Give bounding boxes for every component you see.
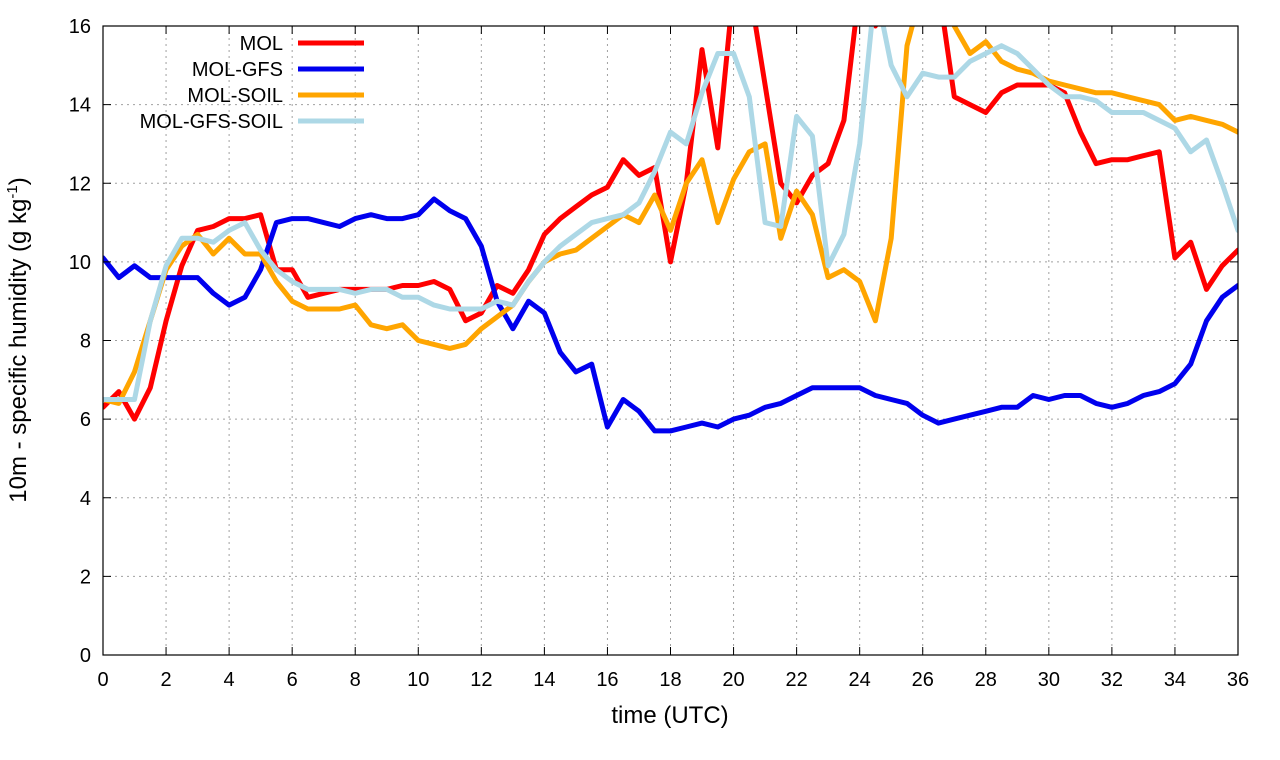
y-tick-label: 4 <box>80 488 91 510</box>
y-axis-label-superscript: -1 <box>4 185 21 198</box>
legend-label-mol-gfs: MOL-GFS <box>192 59 283 81</box>
y-axis-label-main: 10m - specific humidity (g kg <box>5 199 32 503</box>
x-tick-label: 26 <box>912 669 934 691</box>
x-tick-label: 22 <box>785 669 807 691</box>
y-tick-label: 8 <box>80 331 91 353</box>
legend-label-mol-soil: MOL-SOIL <box>187 85 283 107</box>
x-tick-label: 0 <box>97 669 108 691</box>
y-tick-label: 14 <box>69 95 91 117</box>
y-axis-label: 10m - specific humidity (g kg-1) <box>4 177 32 502</box>
x-tick-label: 6 <box>287 669 298 691</box>
series-line-mol-soil <box>103 26 1238 406</box>
y-tick-label: 10 <box>69 252 91 274</box>
legend: MOL MOL-GFS MOL-SOIL MOL-GFS-SOIL <box>140 33 364 133</box>
series-group <box>103 26 1238 434</box>
x-axis-label: time (UTC) <box>611 702 728 729</box>
y-tick-label: 16 <box>69 16 91 38</box>
series-line-mol-gfs <box>103 196 1238 434</box>
x-tick-label: 32 <box>1101 669 1123 691</box>
x-tick-label: 18 <box>659 669 681 691</box>
x-tick-label: 24 <box>849 669 871 691</box>
tick-labels: 0 2 4 6 8 10 12 14 16 18 20 22 24 26 28 30 32 34 360246810… <box>69 16 1249 691</box>
x-tick-label: 20 <box>722 669 744 691</box>
series-line-mol-gfs-soil <box>103 26 1238 402</box>
x-tick-label: 12 <box>470 669 492 691</box>
x-tick-label: 14 <box>533 669 555 691</box>
y-tick-label: 2 <box>80 566 91 588</box>
legend-label-mol: MOL <box>240 33 283 55</box>
y-tick-label: 12 <box>69 173 91 195</box>
x-tick-label: 16 <box>596 669 618 691</box>
x-tick-label: 10 <box>407 669 429 691</box>
x-tick-label: 4 <box>224 669 235 691</box>
y-tick-label: 6 <box>80 409 91 431</box>
y-axis-label-close: ) <box>5 177 32 185</box>
x-tick-label: 8 <box>350 669 361 691</box>
tick-marks <box>102 25 1239 656</box>
y-tick-label: 0 <box>80 645 91 667</box>
x-tick-label: 28 <box>975 669 997 691</box>
x-tick-label: 2 <box>160 669 171 691</box>
x-tick-label: 34 <box>1164 669 1186 691</box>
legend-label-mol-gfs-soil: MOL-GFS-SOIL <box>140 111 283 133</box>
x-tick-label: 36 <box>1227 669 1249 691</box>
x-tick-label: 30 <box>1038 669 1060 691</box>
